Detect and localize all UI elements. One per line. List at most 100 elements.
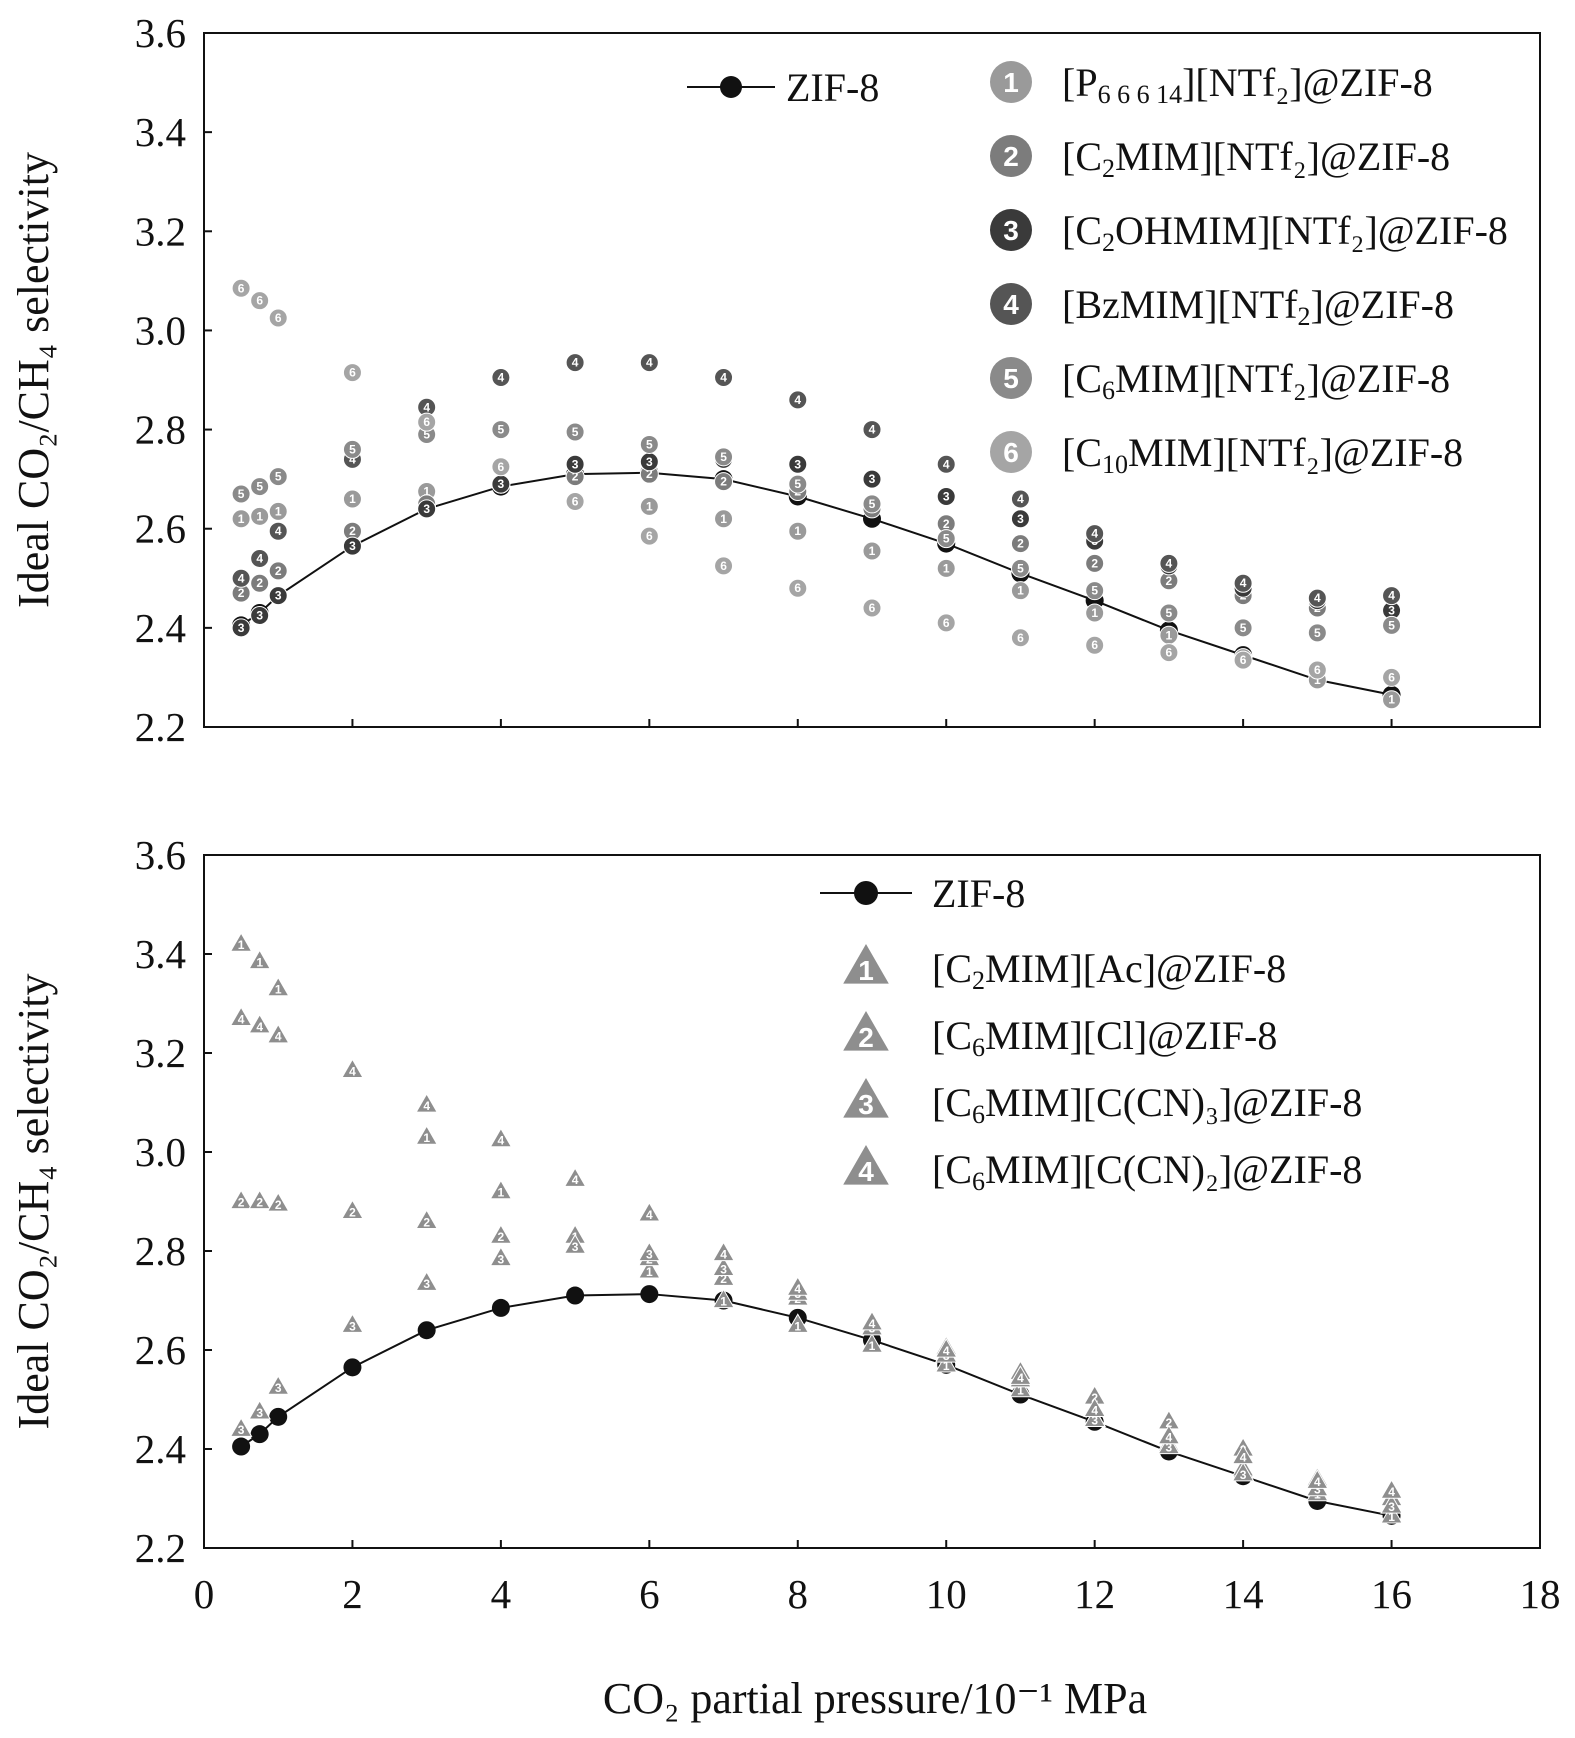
data-point-label: 6 [572,494,579,508]
data-point-1 [934,1352,958,1373]
data-point-label: 3 [646,455,653,469]
data-point-label: 3 [943,489,950,503]
data-point-5 [1307,623,1327,643]
data-point-4 [639,353,659,373]
legend-marker-number: 1 [1003,67,1019,98]
data-point-label: 2 [1166,574,1173,588]
data-point-1 [1009,1377,1032,1398]
data-point-6 [268,308,288,328]
data-point-label: 6 [275,311,282,325]
legend-marker-2 [990,135,1032,177]
data-point-4 [1382,586,1402,606]
data-point-label: 6 [238,281,245,295]
data-point-label: 4 [423,400,430,414]
data-point-3 [489,1246,513,1267]
data-point-5 [936,529,956,549]
data-point-6 [714,556,734,576]
data-point-5 [1159,603,1179,623]
data-point-label: 3 [275,589,282,603]
data-point-3 [565,454,585,474]
data-point-label: 1 [1017,1384,1024,1398]
legend-marker-number: 3 [1003,215,1019,246]
data-point-6 [1382,667,1402,687]
data-point-3 [231,618,251,638]
data-point-label: 2 [646,467,653,481]
data-point-label: 4 [720,1247,727,1261]
data-point-1 [862,541,882,561]
data-point-label: 4 [349,452,356,466]
data-point-label: 5 [720,450,727,464]
data-point-3 [342,536,362,556]
legend-zif8-marker [854,881,878,905]
data-point-label: 4 [1314,591,1321,605]
data-point-label: 5 [1240,621,1247,635]
data-point-2 [489,1224,513,1244]
data-point-3 [341,1313,364,1333]
x-tick-label: 2 [342,1571,363,1617]
data-point-label: 5 [1388,618,1395,632]
data-point-1 [229,932,253,952]
data-point-label: 5 [423,428,430,442]
y-tick-label: 3.0 [135,307,186,353]
data-point-label: 4 [1240,1450,1247,1464]
data-point-label: 4 [238,1012,245,1026]
data-point-label: 5 [943,532,950,546]
plot-frame [203,32,1541,728]
legend-label: [C2OHMIM][NTf₂]@ZIF-8 [1062,208,1508,257]
x-tick-label: 18 [1520,1571,1561,1617]
data-point-2 [1085,553,1105,573]
data-point-4 [1085,524,1105,544]
legend-label: ZIF-8 [786,65,879,110]
x-tick-label: 8 [788,1571,809,1617]
data-point-label: 3 [423,1277,430,1291]
data-point-label: 4 [275,524,282,538]
data-point-label: 3 [349,539,356,553]
data-point-label: 5 [1314,626,1321,640]
x-axis-title: CO₂ partial pressure/10⁻¹ MPa [603,1674,1147,1723]
data-point-6 [1159,643,1179,663]
data-point-label: 6 [1017,631,1024,645]
data-point-5 [788,474,808,494]
data-point-1 [489,1179,513,1200]
data-point-label: 1 [275,504,282,518]
legend-label: [C2MIM][NTf₂]@ZIF-8 [1062,134,1450,183]
data-point-label: 1 [238,938,245,952]
data-point-1 [248,949,271,970]
data-point-label: 2 [943,517,950,531]
x-tick-label: 4 [491,1571,512,1617]
data-point-6 [788,578,808,598]
data-point-label: 6 [1388,670,1395,684]
data-point-3 [266,1375,290,1395]
data-point-label: 6 [423,415,430,429]
data-point-6 [1233,650,1253,670]
legend-label: [C6MIM][C(CN)₂]@ZIF-8 [932,1147,1362,1196]
legend-label: ZIF-8 [932,871,1025,916]
y-tick-label: 3.4 [135,109,186,155]
data-point-3 [1083,1407,1106,1427]
data-point-3 [417,499,437,519]
data-point-5 [565,422,585,442]
data-point-label: 5 [1091,584,1098,598]
zif8-point [417,1321,436,1340]
data-point-label: 1 [943,561,950,575]
data-point-3 [1231,1461,1255,1482]
x-tick-label: 12 [1074,1571,1115,1617]
data-point-4 [934,1337,958,1358]
data-point-4 [786,1276,810,1296]
data-point-label: 4 [943,1344,950,1358]
data-point-label: 4 [1388,1485,1395,1499]
zif8-point [269,1407,288,1426]
data-point-2 [229,1189,253,1210]
data-point-label: 1 [1017,584,1024,598]
data-point-5 [714,447,734,467]
data-point-label: 5 [1166,606,1173,620]
data-point-label: 4 [238,571,245,585]
y-tick-label: 3.2 [135,208,186,254]
data-point-label: 4 [1166,556,1173,570]
data-point-1 [250,506,270,526]
data-point-4 [341,1058,364,1078]
y-tick-label: 3.6 [135,832,186,878]
data-point-label: 5 [238,487,245,501]
data-point-label: 4 [869,1317,876,1331]
data-point-label: 6 [869,601,876,615]
